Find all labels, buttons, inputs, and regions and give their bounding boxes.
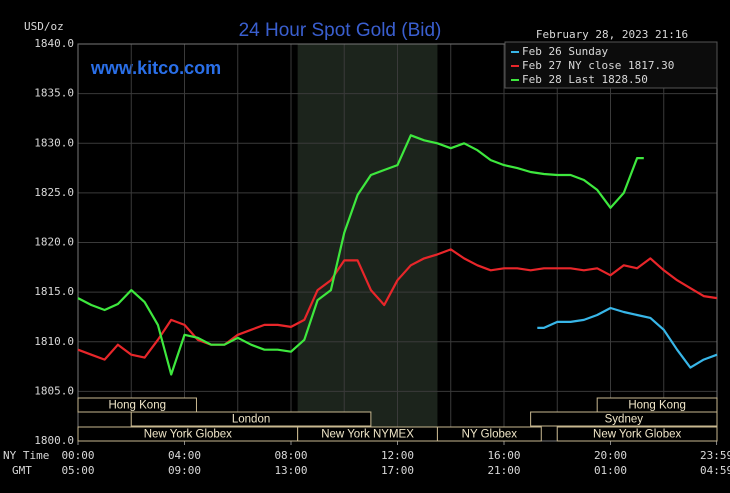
x2-tick-label: 13:00	[274, 464, 307, 477]
x-axis-label: NY Time	[3, 449, 49, 462]
x2-tick-label: 09:00	[168, 464, 201, 477]
x-tick-label: 04:00	[168, 449, 201, 462]
session-label: London	[232, 414, 270, 426]
x2-tick-label: 05:00	[61, 464, 94, 477]
x-tick-label: 16:00	[487, 449, 520, 462]
x-tick-label: 00:00	[61, 449, 94, 462]
x-tick-label: 23:59	[700, 449, 730, 462]
subtitle: www.kitco.com	[90, 58, 221, 78]
y-axis-label: USD/oz	[24, 20, 64, 33]
x2-tick-label: 21:00	[487, 464, 520, 477]
legend-box	[504, 41, 718, 89]
legend-label: Feb 28 Last 1828.50	[522, 73, 648, 86]
x-tick-label: 12:00	[381, 449, 414, 462]
session-bar	[596, 397, 718, 413]
session-label: New York Globex	[144, 429, 232, 441]
x-tick-label: 20:00	[594, 449, 627, 462]
y-tick-label: 1830.0	[34, 136, 74, 149]
timestamp: February 28, 2023 21:16	[536, 28, 688, 41]
y-tick-label: 1800.0	[34, 434, 74, 447]
session-bar	[130, 411, 372, 427]
x2-axis-label: GMT	[12, 464, 32, 477]
legend-label: Feb 26 Sunday	[522, 45, 608, 58]
price-line	[77, 134, 644, 376]
chart-title: 24 Hour Spot Gold (Bid)	[239, 20, 442, 41]
price-line	[537, 306, 718, 369]
y-tick-label: 1820.0	[34, 236, 74, 249]
y-tick-label: 1805.0	[34, 384, 74, 397]
session-label: New York Globex	[593, 429, 681, 441]
y-tick-label: 1840.0	[34, 37, 74, 50]
session-label: New York NYMEX	[321, 429, 414, 441]
session-label: NY Globex	[462, 429, 518, 441]
session-label: Sydney	[605, 414, 644, 426]
legend-label: Feb 27 NY close 1817.30	[522, 59, 674, 72]
y-tick-label: 1810.0	[34, 335, 74, 348]
y-tick-label: 1815.0	[34, 285, 74, 298]
x2-tick-label: 17:00	[381, 464, 414, 477]
x2-tick-label: 01:00	[594, 464, 627, 477]
x-tick-label: 08:00	[274, 449, 307, 462]
session-bar	[556, 426, 718, 442]
y-tick-label: 1835.0	[34, 87, 74, 100]
session-label: Hong Kong	[108, 400, 166, 412]
price-line	[77, 248, 718, 361]
y-tick-label: 1825.0	[34, 186, 74, 199]
x2-tick-label: 04:59	[700, 464, 730, 477]
session-label: Hong Kong	[628, 400, 686, 412]
session-bar	[436, 426, 542, 442]
